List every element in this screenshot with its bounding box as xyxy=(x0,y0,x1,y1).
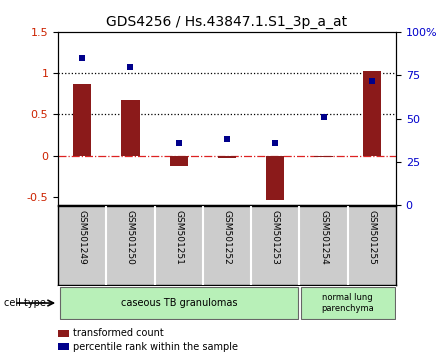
Text: caseous TB granulomas: caseous TB granulomas xyxy=(121,298,237,308)
Bar xyxy=(266,156,285,200)
Text: GSM501252: GSM501252 xyxy=(223,210,231,265)
Bar xyxy=(363,71,381,156)
Text: transformed count: transformed count xyxy=(73,329,163,338)
Text: GSM501251: GSM501251 xyxy=(174,210,183,265)
Text: GSM501254: GSM501254 xyxy=(319,210,328,265)
Text: percentile rank within the sample: percentile rank within the sample xyxy=(73,342,238,352)
Title: GDS4256 / Hs.43847.1.S1_3p_a_at: GDS4256 / Hs.43847.1.S1_3p_a_at xyxy=(106,16,348,29)
Text: GSM501250: GSM501250 xyxy=(126,210,135,265)
FancyBboxPatch shape xyxy=(301,287,395,319)
FancyBboxPatch shape xyxy=(59,287,298,319)
Bar xyxy=(169,156,188,166)
Bar xyxy=(73,84,92,156)
Text: GSM501253: GSM501253 xyxy=(271,210,280,265)
Text: GSM501249: GSM501249 xyxy=(78,210,87,265)
Text: cell type: cell type xyxy=(4,298,46,308)
Text: normal lung
parenchyma: normal lung parenchyma xyxy=(321,293,374,313)
Bar xyxy=(315,156,333,158)
Text: GSM501255: GSM501255 xyxy=(367,210,376,265)
Bar xyxy=(218,156,236,158)
Bar xyxy=(121,101,139,156)
